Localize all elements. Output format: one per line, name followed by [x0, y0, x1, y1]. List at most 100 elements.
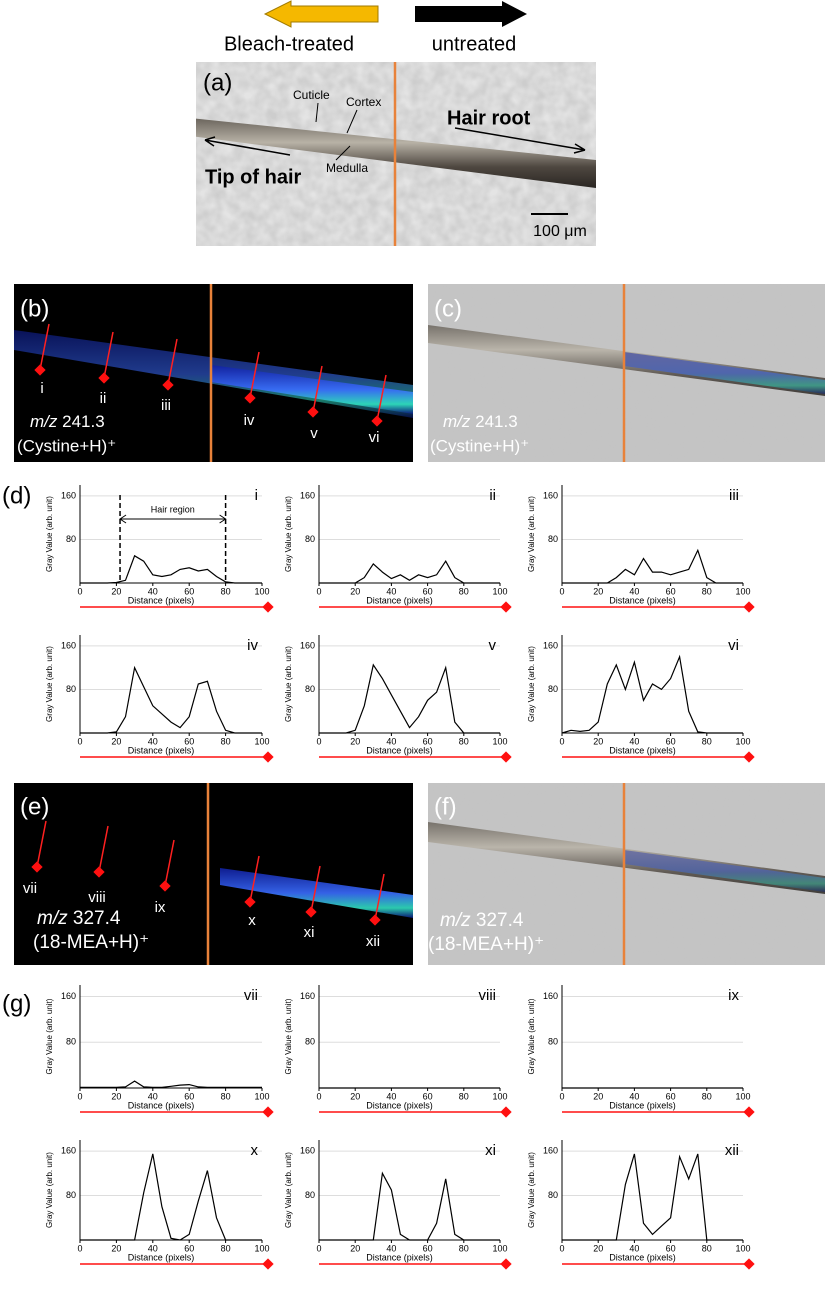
x-tick-label: 40	[148, 586, 158, 596]
x-tick-label: 80	[221, 1243, 231, 1253]
profile-marker	[371, 415, 383, 427]
x-tick-label: 20	[593, 1243, 603, 1253]
y-tick-label: 80	[548, 534, 558, 544]
x-tick-label: 0	[316, 736, 321, 746]
x-tick-label: 0	[316, 1243, 321, 1253]
x-tick-label: 80	[459, 1091, 469, 1101]
x-tick-label: 20	[593, 1091, 603, 1101]
x-tick-label: 40	[629, 586, 639, 596]
x-tick-label: 60	[184, 586, 194, 596]
x-tick-label: 60	[666, 736, 676, 746]
y-tick-label: 160	[61, 490, 76, 500]
direction-marker	[743, 1106, 755, 1118]
chart-label: ix	[728, 987, 739, 1004]
y-axis-title: Gray Value (arb. unit)	[527, 496, 536, 572]
micrograph-a	[196, 62, 596, 246]
y-axis-title: Gray Value (arb. unit)	[527, 998, 536, 1074]
x-tick-label: 20	[350, 586, 360, 596]
x-tick-label: 100	[254, 1243, 269, 1253]
y-axis-title: Gray Value (arb. unit)	[45, 1152, 54, 1228]
annotation-arrow	[204, 136, 291, 156]
x-axis-title: Distance (pixels)	[366, 1100, 433, 1110]
direction-marker	[262, 1106, 274, 1118]
profile-label: ix	[155, 899, 166, 916]
x-axis-title: Distance (pixels)	[366, 1252, 433, 1262]
x-tick-label: 0	[559, 1243, 564, 1253]
y-tick-label: 80	[305, 534, 315, 544]
y-tick-label: 160	[61, 1145, 76, 1155]
profile-line	[249, 351, 260, 399]
profile-line	[319, 560, 500, 584]
x-tick-label: 0	[77, 1243, 82, 1253]
annotation: Cortex	[346, 95, 381, 109]
panel-label: (c)	[434, 295, 462, 322]
profile-label: vi	[369, 429, 380, 446]
annotation-pointer	[315, 102, 358, 161]
y-tick-label: 80	[66, 684, 76, 694]
annotation-arrow	[454, 127, 586, 154]
x-tick-label: 80	[459, 1243, 469, 1253]
y-tick-label: 160	[543, 490, 558, 500]
x-tick-label: 60	[423, 1091, 433, 1101]
profile-label: iii	[161, 397, 171, 414]
y-tick-label: 160	[543, 991, 558, 1001]
overlay-image-c	[428, 284, 825, 462]
direction-marker	[500, 601, 512, 613]
x-tick-label: 80	[702, 736, 712, 746]
x-tick-label: 40	[629, 1091, 639, 1101]
profile-marker	[162, 379, 174, 391]
x-axis-title: Distance (pixels)	[609, 1100, 676, 1110]
x-tick-label: 20	[350, 1243, 360, 1253]
direction-marker	[500, 751, 512, 763]
x-tick-label: 20	[111, 1091, 121, 1101]
x-tick-label: 80	[702, 1091, 712, 1101]
x-axis-title: Distance (pixels)	[609, 745, 676, 755]
x-tick-label: 100	[735, 1091, 750, 1101]
y-tick-label: 80	[548, 684, 558, 694]
x-tick-label: 80	[702, 586, 712, 596]
chart-label: x	[251, 1142, 259, 1159]
profile-marker	[34, 364, 46, 376]
x-tick-label: 0	[559, 586, 564, 596]
profile-label: i	[40, 380, 43, 397]
mz-label: m/z 241.3	[443, 412, 518, 431]
annotation: Hair region	[151, 504, 195, 514]
ms-image-b	[14, 284, 413, 462]
annotation: Medulla	[326, 161, 368, 175]
right-arrow	[415, 1, 527, 27]
profile-label: iv	[244, 412, 255, 429]
x-tick-label: 20	[593, 736, 603, 746]
annotation: Cuticle	[293, 88, 330, 102]
x-tick-label: 80	[459, 736, 469, 746]
x-tick-label: 60	[423, 1243, 433, 1253]
x-tick-label: 100	[492, 586, 507, 596]
profile-line	[562, 548, 743, 584]
x-tick-label: 40	[148, 1243, 158, 1253]
x-tick-label: 60	[184, 1243, 194, 1253]
ion-label: (18-MEA+H)⁺	[33, 932, 149, 953]
x-tick-label: 80	[221, 586, 231, 596]
x-tick-label: 20	[111, 586, 121, 596]
x-tick-label: 0	[559, 736, 564, 746]
panel-label: (d)	[2, 482, 31, 509]
chart-label: i	[255, 487, 258, 504]
profile-line	[319, 1171, 500, 1241]
y-tick-label: 160	[300, 991, 315, 1001]
x-tick-label: 40	[386, 1091, 396, 1101]
x-tick-label: 20	[111, 1243, 121, 1253]
chart-label: iv	[247, 637, 258, 654]
mass: 241.3	[62, 412, 105, 431]
chart-label: viii	[479, 987, 497, 1004]
direction-marker	[743, 601, 755, 613]
profile-label: viii	[88, 889, 106, 906]
right-arrow-label: untreated	[432, 33, 517, 55]
profile-marker	[307, 406, 319, 418]
x-tick-label: 100	[492, 1243, 507, 1253]
x-tick-label: 100	[254, 736, 269, 746]
y-tick-label: 80	[305, 1190, 315, 1200]
chart-label: ii	[489, 487, 496, 504]
ion-label: (18-MEA+H)⁺	[428, 934, 544, 955]
y-tick-label: 160	[543, 640, 558, 650]
x-tick-label: 0	[559, 1091, 564, 1101]
